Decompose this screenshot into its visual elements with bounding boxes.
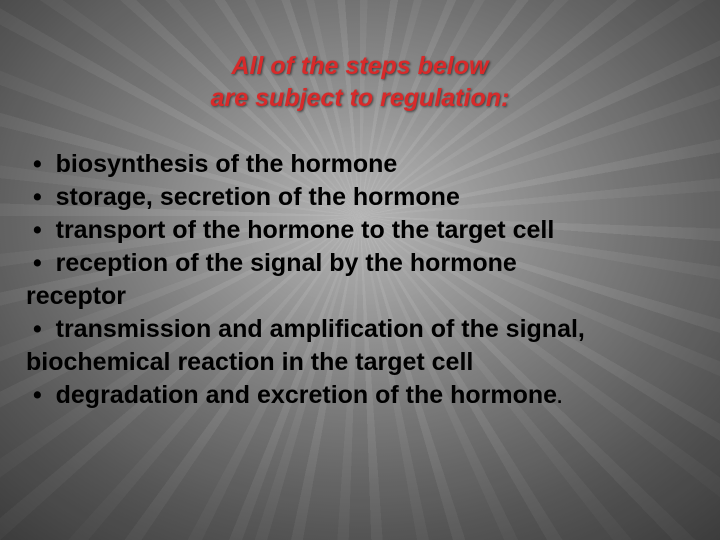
slide-title: All of the steps below are subject to re… [26,50,694,114]
list-item-text: storage, secretion of the hormone [56,183,460,211]
title-line-1: All of the steps below [232,52,489,80]
bullet-icon: • [33,249,42,277]
bullet-icon: • [33,315,42,343]
slide: All of the steps below are subject to re… [0,0,720,540]
list-item-text: degradation and excretion of the hormone [56,381,557,409]
list-item: • transmission and amplification of the … [26,313,694,346]
list-item: • storage, secretion of the hormone [26,181,694,214]
bullet-icon: • [33,150,42,178]
list-item-text: transmission and amplification of the si… [56,315,585,343]
list-item-text: biochemical reaction in the target cell [26,348,473,376]
trailing-period: . [557,387,562,407]
bullet-list: • biosynthesis of the hormone • storage,… [26,148,694,412]
bullet-icon: • [33,381,42,409]
list-item: • transport of the hormone to the target… [26,214,694,247]
list-item-text: reception of the signal by the hormone [56,249,517,277]
list-item: • degradation and excretion of the hormo… [26,379,694,412]
list-item-text: receptor [26,282,126,310]
list-item-continuation: receptor [26,280,694,313]
list-item: • biosynthesis of the hormone [26,148,694,181]
list-item-continuation: biochemical reaction in the target cell [26,346,694,379]
bullet-icon: • [33,183,42,211]
list-item-text: transport of the hormone to the target c… [56,216,555,244]
bullet-icon: • [33,216,42,244]
title-line-2: are subject to regulation: [211,84,510,112]
list-item-text: biosynthesis of the hormone [56,150,398,178]
list-item: • reception of the signal by the hormone [26,247,694,280]
